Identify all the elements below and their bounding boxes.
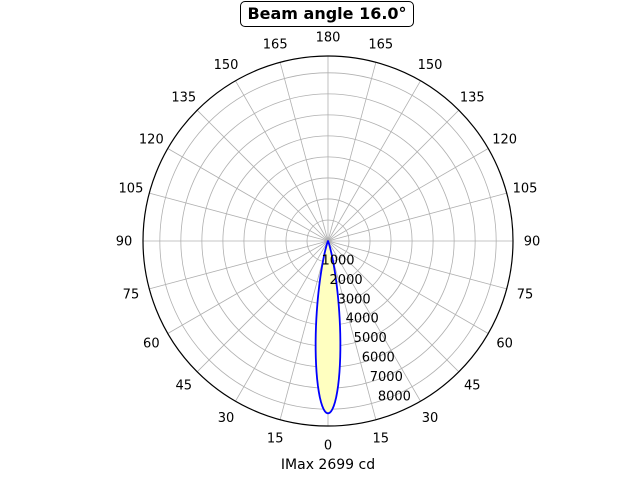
grid-spoke [327,192,507,242]
grid-spoke [327,240,377,420]
angle-tick-label: 90 [524,235,541,250]
chart-title: Beam angle 16.0° [240,1,414,27]
angle-tick-label: 165 [263,37,288,52]
angle-tick-label: 15 [373,432,390,447]
radial-tick-label: 5000 [354,331,387,346]
angle-tick-label: 90 [116,235,133,250]
beam-fill [315,241,341,414]
grid-spoke [149,192,329,242]
angle-tick-label: 15 [267,432,284,447]
grid-spoke [279,240,329,420]
angle-tick-label: 165 [368,37,393,52]
grid-spoke [167,240,329,334]
angle-tick-label: 0 [324,439,332,454]
angle-tick-label: 150 [418,58,443,73]
grid-spoke [327,240,489,334]
grid-spoke [235,80,329,242]
angle-tick-label: 30 [218,411,235,426]
radial-tick-label: 3000 [338,292,371,307]
angle-tick-label: 120 [492,133,517,148]
grid-spoke [196,109,329,242]
angle-tick-label: 45 [464,379,481,394]
grid-spoke [327,148,489,242]
grid-spoke [167,148,329,242]
radial-tick-label: 6000 [362,351,395,366]
angle-tick-label: 30 [422,411,439,426]
grid-spoke [327,240,421,402]
radial-tick-label: 8000 [378,389,411,404]
grid-spoke [327,62,377,242]
grid-spoke [327,109,460,242]
radial-tick-label: 1000 [321,253,354,268]
grid-spoke [235,240,329,402]
x-axis-label: IMax 2699 cd [280,457,376,473]
beam-series-line [314,240,342,415]
grid-spoke [196,240,329,373]
angle-tick-label: 60 [143,337,160,352]
angle-tick-label: 105 [119,182,144,197]
polar-frame [142,55,514,427]
angle-tick-label: 60 [496,337,513,352]
radial-tick-label: 4000 [346,312,379,327]
grid-spoke [327,80,421,242]
angle-tick-label: 120 [139,133,164,148]
radial-tick-label: 2000 [330,273,363,288]
angle-tick-label: 135 [460,90,485,105]
angle-tick-label: 75 [123,287,140,302]
angle-tick-label: 150 [214,58,239,73]
radial-tick-label: 7000 [370,370,403,385]
angle-tick-label: 180 [316,31,341,46]
angle-tick-label: 105 [513,182,538,197]
grid-spoke [327,240,460,373]
angle-tick-label: 45 [175,379,192,394]
angle-tick-label: 135 [171,90,196,105]
grid-spoke [279,62,329,242]
angle-tick-label: 75 [517,287,534,302]
grid-spoke [327,240,507,290]
grid-spoke [149,240,329,290]
